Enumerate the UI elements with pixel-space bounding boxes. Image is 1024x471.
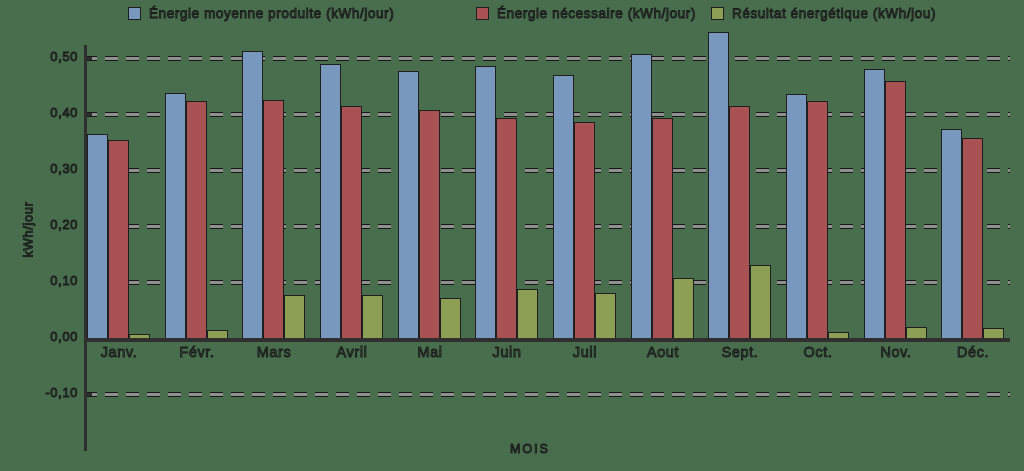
y-tick-label: 0,10: [50, 273, 78, 289]
gridline: [84, 280, 1010, 285]
x-axis-title: MOIS: [510, 442, 550, 457]
bar-mai-s0: [398, 71, 419, 338]
bar-juil-s2: [595, 293, 616, 338]
x-tick-label: Mai: [417, 345, 443, 362]
x-tick-label: Sept.: [721, 345, 759, 362]
gridline: [84, 224, 1010, 229]
x-tick-label: Juil: [572, 345, 598, 362]
bar-juin-s2: [517, 289, 538, 338]
bar-mars-s0: [242, 51, 263, 338]
bar-mars-s2: [284, 295, 305, 338]
legend-item-necessaire: Énergie nécessaire (kWh/jour): [476, 5, 696, 21]
bar-sept-s2: [750, 265, 771, 338]
x-tick-label: Mars: [256, 345, 292, 362]
gridline: [84, 112, 1010, 117]
bar-oct-s2: [828, 332, 849, 338]
legend-label-resultat: Résultat énergétique (kWh/jou): [732, 5, 937, 21]
bar-déc-s0: [941, 129, 962, 338]
bar-janv-s2: [129, 334, 150, 338]
legend-label-necessaire: Énergie nécessaire (kWh/jour): [497, 5, 696, 21]
gridline: [84, 56, 1010, 61]
legend-swatch-resultat-icon: [711, 6, 724, 20]
bar-aout-s1: [652, 118, 673, 338]
bar-juin-s1: [496, 118, 517, 338]
y-axis-line: [84, 45, 87, 451]
y-axis-title: kWh/jour: [20, 201, 36, 258]
legend-label-produite: Énergie moyenne produite (kWh/jour): [149, 5, 395, 21]
x-tick-label: Nov.: [880, 345, 912, 362]
x-tick-label: Aout: [646, 345, 680, 362]
bar-nov-s2: [906, 327, 927, 338]
bar-mai-s1: [419, 110, 440, 338]
bar-mai-s2: [440, 298, 461, 338]
y-tick-label: 0,50: [50, 49, 78, 65]
bar-oct-s0: [786, 94, 807, 338]
legend-item-produite: Énergie moyenne produite (kWh/jour): [128, 5, 394, 21]
bar-juin-s0: [475, 66, 496, 338]
gridline: [84, 168, 1010, 173]
bar-févr-s0: [165, 93, 186, 338]
x-tick-label: Févr.: [179, 345, 215, 362]
bar-sept-s1: [729, 106, 750, 338]
bar-nov-s0: [864, 69, 885, 338]
y-tick-label: 0,40: [50, 105, 78, 121]
y-tick-label: 0,00: [50, 329, 78, 345]
y-tick-label: -0,10: [45, 385, 78, 401]
legend-swatch-produite-icon: [128, 6, 141, 20]
bar-déc-s2: [983, 328, 1004, 338]
bar-déc-s1: [962, 138, 983, 338]
bar-avril-s0: [320, 64, 341, 338]
x-axis-line: [84, 338, 1010, 342]
legend-swatch-necessaire-icon: [476, 6, 489, 20]
x-tick-label: Oct.: [803, 345, 833, 362]
bar-aout-s2: [673, 278, 694, 338]
bar-sept-s0: [708, 32, 729, 338]
x-tick-label: Janv.: [100, 345, 138, 362]
x-tick-label: Juin: [492, 345, 522, 362]
gridline: [84, 392, 1010, 397]
bar-févr-s1: [186, 101, 207, 338]
x-tick-label: Avril: [336, 345, 368, 362]
bar-juil-s1: [574, 122, 595, 338]
bar-aout-s0: [631, 54, 652, 338]
bar-janv-s1: [108, 140, 129, 338]
bar-avril-s1: [341, 106, 362, 338]
bar-avril-s2: [362, 295, 383, 338]
bar-nov-s1: [885, 81, 906, 338]
bar-janv-s0: [87, 134, 108, 338]
x-tick-label: Déc.: [956, 345, 990, 362]
y-axis-tick: [87, 393, 92, 396]
bar-juil-s0: [553, 75, 574, 338]
bar-févr-s2: [207, 330, 228, 338]
y-tick-label: 0,20: [50, 217, 78, 233]
y-axis-tick: [87, 57, 92, 60]
y-axis-tick: [87, 113, 92, 116]
y-tick-label: 0,30: [50, 161, 78, 177]
bar-mars-s1: [263, 100, 284, 338]
bar-oct-s1: [807, 101, 828, 338]
legend-item-resultat: Résultat énergétique (kWh/jou): [711, 5, 936, 21]
